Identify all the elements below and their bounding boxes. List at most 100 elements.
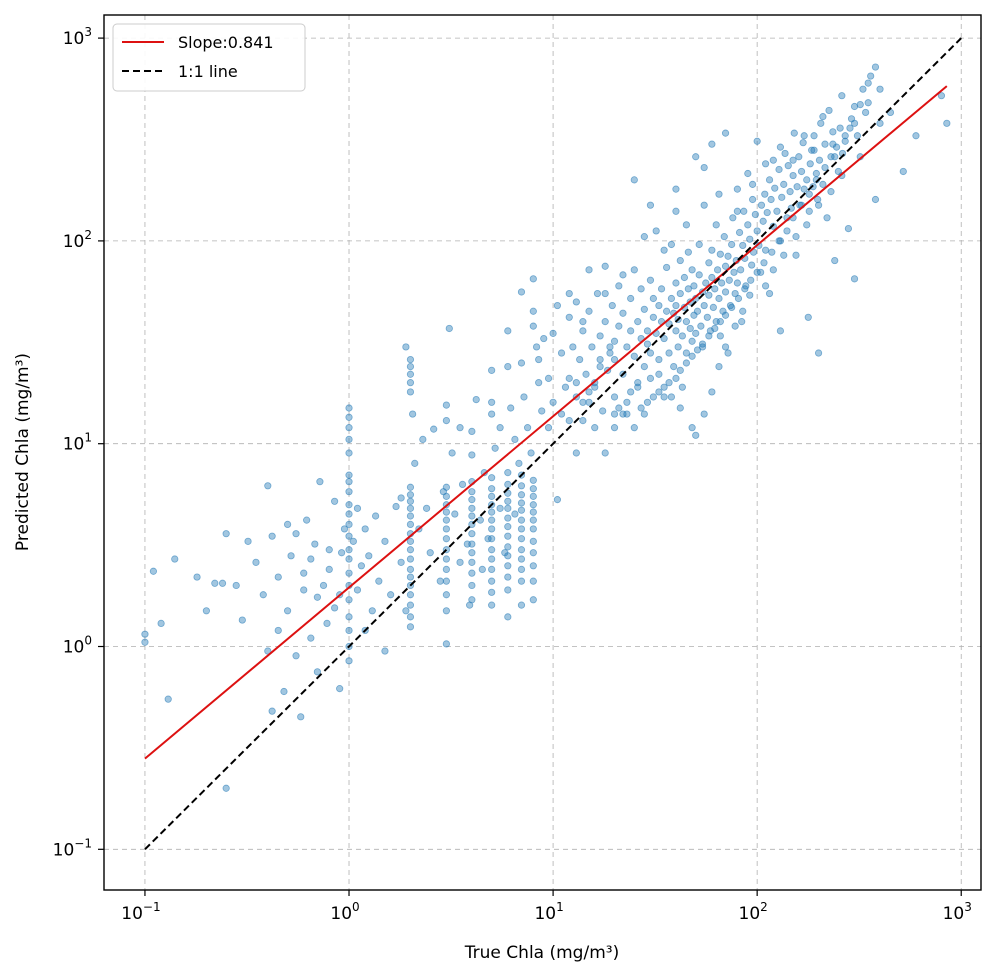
data-point [557,349,566,357]
data-point [619,271,627,279]
data-point [274,573,282,581]
data-point [353,586,362,594]
data-point [442,555,450,563]
data-point [504,480,512,489]
data-point [806,160,814,168]
data-point [700,201,708,209]
data-point [345,569,353,577]
data-point [757,201,766,209]
data-point [672,301,680,310]
data-point [716,250,724,258]
data-point [345,657,353,665]
data-point [504,573,512,581]
data-point [264,482,272,490]
data-point [313,593,322,601]
data-point [538,407,546,415]
data-point [688,352,696,360]
data-point [488,366,496,374]
data-point [451,510,459,518]
data-point [827,188,835,196]
data-point [844,224,853,233]
data-point [733,207,741,215]
data-point [705,332,713,340]
data-point [529,596,537,604]
data-point [430,425,438,433]
data-point [646,201,655,209]
plot-frame [103,14,982,891]
data-point [700,410,708,418]
data-point [345,501,353,509]
data-point [442,640,450,648]
data-point [829,128,837,136]
data-point [349,537,357,545]
data-point [517,482,526,490]
data-point [565,289,573,298]
data-point [660,334,668,343]
data-point [406,546,415,554]
data-point [280,687,288,696]
data-point [529,307,537,315]
data-point [610,355,619,364]
data-point [345,626,353,635]
data-point [640,410,648,418]
data-point [319,581,328,590]
data-point [517,506,526,514]
data-point [553,301,562,310]
data-point [442,565,450,573]
data-point [529,525,537,533]
data-point [744,221,752,229]
data-point [739,241,747,250]
data-point [596,332,604,340]
data-point [850,275,859,283]
data-point [406,555,415,563]
data-point [601,262,609,270]
data-point [721,343,730,351]
data-point [442,525,450,533]
data-point [867,72,875,80]
data-point [372,512,380,520]
data-point [630,424,638,432]
data-point [810,132,818,140]
data-point [610,410,619,418]
data-point [406,573,415,581]
x-tick-label: 100 [330,900,359,924]
data-point [678,332,686,340]
data-point [708,140,716,148]
y-tick-label: 101 [63,431,92,455]
data-point [325,546,333,554]
data-point [520,393,528,401]
data-point [682,359,690,367]
data-point [733,185,741,193]
data-point [585,388,593,396]
data-point [769,222,777,230]
data-point [484,535,492,543]
data-point [708,388,716,396]
data-point [406,591,415,599]
data-point [442,483,450,491]
data-point [784,162,792,170]
data-point [838,92,846,100]
data-point [468,512,476,520]
data-point [831,256,839,265]
data-point [553,496,562,504]
y-tick-label: 102 [63,228,92,252]
data-point [692,329,700,337]
data-point [549,398,557,406]
data-point [287,552,295,560]
data-point [702,279,710,287]
data-point [468,581,476,590]
data-point [488,546,496,554]
data-point [716,332,724,340]
data-point [735,228,744,237]
data-point [715,190,723,198]
data-point [695,240,703,249]
data-point [468,596,476,604]
data-point [615,282,623,290]
data-point [448,449,456,457]
data-point [740,207,748,215]
y-tick-label: 103 [63,25,92,49]
data-point [515,459,523,467]
legend-box [112,23,306,92]
data-point [705,259,713,267]
